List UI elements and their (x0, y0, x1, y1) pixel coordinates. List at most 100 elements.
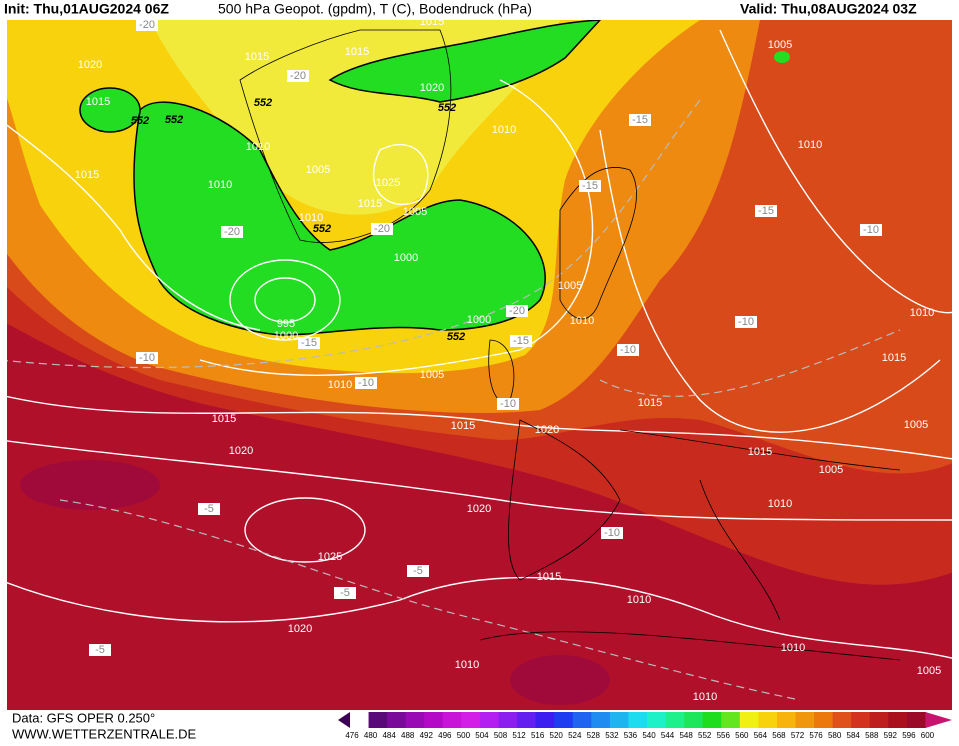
colorbar-cell (776, 712, 796, 728)
zone-green (133, 101, 546, 336)
colorbar-label: 596 (902, 731, 916, 740)
isobar-label: 1000 (394, 252, 418, 264)
colorbar-cell (869, 712, 889, 728)
temperature-label-box (629, 114, 651, 126)
isobar-label: 1005 (306, 164, 330, 176)
colorbar-label: 520 (550, 731, 564, 740)
isobars (7, 29, 952, 659)
colorbar-cell (609, 712, 629, 728)
colorbar-arrow (338, 712, 350, 728)
isobar-label: 1010 (492, 124, 516, 136)
colorbar-cell (665, 712, 685, 728)
isobar-label: 1020 (78, 59, 102, 71)
height-label: 552 (438, 102, 456, 114)
colorbar-label: 500 (457, 731, 471, 740)
colorbar-label: 528 (587, 731, 601, 740)
temperature-label: -15 (513, 335, 529, 347)
colorbar-cell (888, 712, 908, 728)
isobar-label: 1020 (229, 445, 253, 457)
temperature-label: -15 (758, 205, 774, 217)
temperature-label-box (755, 205, 777, 217)
temperature-label: -10 (620, 344, 636, 356)
colorbar-cell (405, 712, 425, 728)
colorbar-label: 556 (717, 731, 731, 740)
temperature-label-box (136, 352, 158, 364)
isobar-label: 1015 (358, 198, 382, 210)
colorbar-cell (906, 712, 926, 728)
colorbar-cell (368, 712, 388, 728)
isobar-label: 1015 (212, 413, 236, 425)
isobar-label: 1015 (345, 46, 369, 58)
temperature-label: -20 (374, 223, 390, 235)
temperature-label-box (601, 527, 623, 539)
temperature-label: -20 (139, 19, 155, 31)
colorbar-cell (535, 712, 555, 728)
isobar-label: 1005 (917, 665, 941, 677)
height-label: 552 (131, 115, 149, 127)
isobar-label: 1015 (882, 352, 906, 364)
isobar-label: 1015 (638, 397, 662, 409)
temperature-label: -20 (290, 70, 306, 82)
colorbar-label: 572 (791, 731, 805, 740)
colorbar-label: 540 (642, 731, 656, 740)
coastlines (239, 29, 901, 661)
isobar-label: 1010 (768, 498, 792, 510)
isobar-label: 1015 (748, 446, 772, 458)
isobar-label: 1015 (420, 16, 444, 28)
colorbar-cell (424, 712, 444, 728)
colorbar-cell (572, 712, 592, 728)
isobar-label: 1010 (246, 141, 270, 153)
temperature-label-box (334, 587, 356, 599)
colorbar-label: 484 (382, 731, 396, 740)
colorbar-label: 492 (420, 731, 434, 740)
colorbar-label: 516 (531, 731, 545, 740)
height-label: 552 (313, 223, 331, 235)
isobar-label: 1010 (910, 307, 934, 319)
colorbar-label: 480 (364, 731, 378, 740)
isobar-label: 1005 (819, 464, 843, 476)
colorbar-label: 592 (884, 731, 898, 740)
site: WWW.WETTERZENTRALE.DE (12, 726, 196, 741)
colorbar-cell (814, 712, 834, 728)
isobar-label: 1010 (693, 691, 717, 703)
isobar-label: 1005 (558, 280, 582, 292)
zone-magenta (20, 460, 160, 510)
isobar-label: 1005 (403, 206, 427, 218)
temperature-label: -10 (738, 316, 754, 328)
zone-green (328, 20, 602, 103)
zone-magenta (510, 655, 610, 705)
colorbar-cell (461, 712, 481, 728)
temperature-label: -5 (413, 565, 423, 577)
isobar-label: 1020 (535, 424, 559, 436)
isobar-label: 1010 (208, 179, 232, 191)
temperature-label: -20 (224, 226, 240, 238)
height-label: 552 (254, 97, 272, 109)
colorbar-cell (628, 712, 648, 728)
temperature-label-box (579, 180, 601, 192)
colorbar-label: 548 (679, 731, 693, 740)
temperature-label: -5 (204, 503, 214, 515)
temperature-label-box (89, 644, 111, 656)
data-source: Data: GFS OPER 0.250° (12, 710, 155, 725)
colorbar-label: 564 (754, 731, 768, 740)
colorbar-cell (498, 712, 518, 728)
isobar-label: 1025 (376, 177, 400, 189)
colorbar-label: 488 (401, 731, 415, 740)
colorbar-label: 584 (847, 731, 861, 740)
temperature-label: -10 (863, 224, 879, 236)
temperature-label-box (355, 377, 377, 389)
colorbar-cell (758, 712, 778, 728)
colorbar-cell (591, 712, 611, 728)
colorbar-cell (554, 712, 574, 728)
isobar-label: 1010 (570, 315, 594, 327)
isobar-label: 1015 (75, 169, 99, 181)
temperature-label-box (860, 224, 882, 236)
isobar-label: 1025 (318, 551, 342, 563)
valid-time: Valid: Thu,08AUG2024 03Z (740, 1, 917, 17)
colorbar-cell (647, 712, 667, 728)
colorbar-label: 600 (921, 731, 935, 740)
colorbar-cell (795, 712, 815, 728)
colorbar: 476 480 484 488 492 496 500 504 508 512 516 520 524 5… (338, 712, 952, 740)
temperature-label: -15 (582, 180, 598, 192)
